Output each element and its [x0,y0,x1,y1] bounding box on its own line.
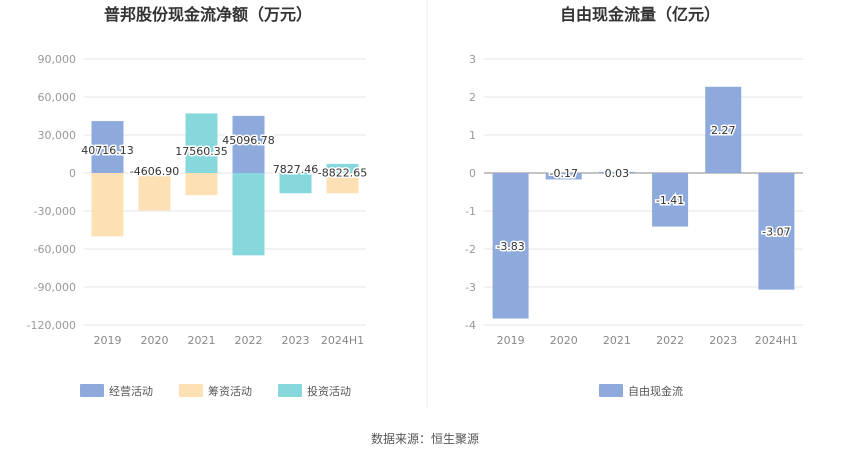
x-tick-label-0-0: 2019 [94,334,122,347]
x-tick-label-0-3: 2022 [235,334,263,347]
net-label-1: -4606.90 [130,165,179,178]
bar-0-2-2 [185,113,218,173]
y-tick-label-1-7: -4 [465,319,476,332]
bar-0-2-3 [232,173,265,256]
chart-title-1: 自由现金流量（亿元） [560,5,720,24]
data-label-2: 0.03 [605,167,630,180]
bar-0-2-5 [326,163,359,173]
x-tick-label-1-1: 2020 [550,334,578,347]
legend-label-0-1: 筹资活动 [208,384,252,398]
net-label-2: 17560.35 [175,145,228,158]
x-tick-label-0-4: 2023 [282,334,310,347]
bar-1-0-2 [598,171,635,173]
data-label-3: -1.41 [656,194,684,207]
data-label-0: -3.83 [496,240,524,253]
x-tick-label-0-1: 2020 [141,334,169,347]
y-tick-label-1-0: 3 [469,53,476,66]
bar-1-0-0 [492,173,529,319]
bar-1-0-3 [652,173,689,227]
legend-swatch-0-1 [179,384,203,397]
y-tick-label-0-3: 0 [69,167,76,180]
x-tick-label-1-2: 2021 [603,334,631,347]
legend-swatch-0-0 [80,384,104,397]
y-tick-label-0-7: -120,000 [27,319,76,332]
x-tick-label-0-2: 2021 [188,334,216,347]
y-tick-label-1-3: 0 [469,167,476,180]
net-label-4: 7827.46 [273,163,319,176]
data-source: 数据来源：恒生聚源 [370,432,479,446]
y-tick-label-0-2: 30,000 [38,129,77,142]
net-label-3: 45096.78 [222,134,275,147]
x-tick-label-0-5: 2024H1 [321,334,364,347]
bar-1-0-4 [705,86,742,173]
bar-0-0-3 [232,115,265,173]
net-label-5: -8822.65 [318,167,367,180]
bar-0-1-0 [91,173,124,237]
bar-1-0-5 [758,173,795,290]
bar-0-2-4 [279,173,312,194]
legend-label-0-2: 投资活动 [307,384,351,398]
data-label-4: 2.27 [711,124,736,137]
x-tick-label-1-5: 2024H1 [755,334,798,347]
y-tick-label-1-2: 1 [469,129,476,142]
bar-0-1-2 [185,173,218,196]
y-tick-label-0-4: -30,000 [34,205,76,218]
bar-0-1-5 [326,173,359,194]
x-tick-label-1-4: 2023 [709,334,737,347]
x-tick-label-1-3: 2022 [656,334,684,347]
bar-1-0-1 [545,173,582,180]
y-tick-label-0-1: 60,000 [38,91,77,104]
data-label-1: -0.17 [550,167,578,180]
y-tick-label-1-6: -3 [465,281,476,294]
data-label-5: -3.07 [762,225,790,238]
net-label-0: 40716.13 [81,144,134,157]
x-tick-label-1-0: 2019 [497,334,525,347]
y-tick-label-0-6: -90,000 [34,281,76,294]
bar-0-0-0 [91,121,124,173]
legend-swatch-1-0 [599,384,623,397]
y-tick-label-1-4: -1 [465,205,476,218]
legend-label-1-0: 自由现金流 [628,384,683,398]
legend-swatch-0-2 [278,384,302,397]
chart-title-0: 普邦股份现金流净额（万元） [104,5,312,24]
bar-0-0-4 [279,172,312,174]
y-tick-label-0-0: 90,000 [38,53,77,66]
bar-0-1-1 [138,173,171,211]
legend-label-0-0: 经营活动 [109,384,153,398]
y-tick-label-1-5: -2 [465,243,476,256]
y-tick-label-0-5: -60,000 [34,243,76,256]
y-tick-label-1-1: 2 [469,91,476,104]
